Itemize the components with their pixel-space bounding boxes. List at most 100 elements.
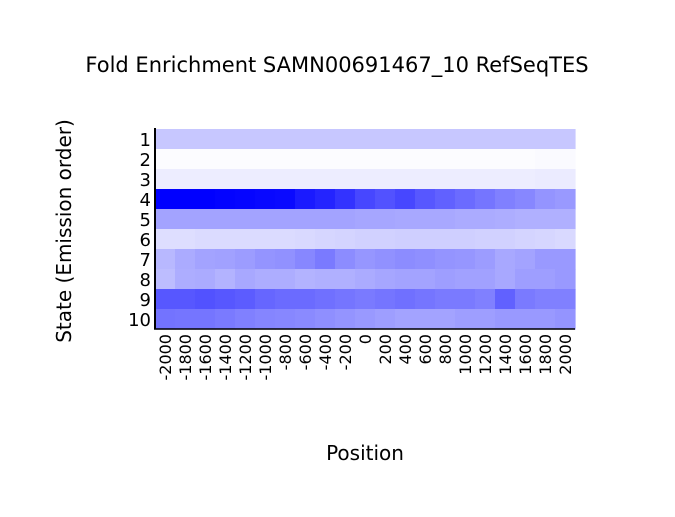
heatmap-cell-r7-c14 [415,249,436,270]
heatmap-cell-r6-c7 [275,229,296,250]
heatmap-cell-r1-c7 [275,129,296,150]
heatmap-cell-r2-c1 [155,149,176,170]
heatmap-cell-r2-c3 [195,149,216,170]
heatmap-cell-r7-c11 [355,249,376,270]
heatmap-cell-r3-c4 [215,169,236,190]
heatmap-cell-r5-c8 [295,209,316,230]
heatmap-cell-r5-c9 [315,209,336,230]
heatmap-cell-r1-c6 [255,129,276,150]
heatmap-cell-r8-c5 [235,269,256,290]
heatmap-cell-r2-c20 [535,149,556,170]
heatmap-cell-r6-c6 [255,229,276,250]
heatmap-cell-r4-c7 [275,189,296,210]
heatmap-cell-r4-c17 [475,189,496,210]
heatmap-cell-r9-c6 [255,289,276,310]
x-axis-ticks: -2000 -1800 -1600 -1400 -1200 -1000 -800 -600 -4… [156,334,575,381]
chart-title: Fold Enrichment SAMN00691467_10 RefSeqTE… [85,53,588,78]
x-tick-label: 800 [436,334,455,365]
heatmap-cell-r10-c4 [215,309,236,330]
heatmap-cell-r8-c19 [515,269,536,290]
heatmap-cell-r7-c13 [395,249,416,270]
heatmap-cell-r9-c15 [435,289,456,310]
heatmap-cell-r10-c18 [495,309,516,330]
heatmap-cell-r10-c19 [515,309,536,330]
heatmap-cell-r8-c9 [315,269,336,290]
heatmap-cell-r3-c1 [155,169,176,190]
heatmap-cell-r10-c14 [415,309,436,330]
heatmap-cells [155,129,576,330]
heatmap-cell-r7-c8 [295,249,316,270]
y-tick-label: 2 [140,150,151,171]
heatmap-cell-r6-c1 [155,229,176,250]
x-tick-label: -1000 [256,334,275,381]
x-tick-label: -200 [336,334,355,370]
heatmap-cell-r2-c6 [255,149,276,170]
heatmap-cell-r2-c2 [175,149,196,170]
heatmap-cell-r10-c20 [535,309,556,330]
heatmap-cell-r4-c10 [335,189,356,210]
heatmap-cell-r9-c5 [235,289,256,310]
heatmap-cell-r3-c21 [555,169,576,190]
heatmap-cell-r6-c14 [415,229,436,250]
heatmap-cell-r3-c3 [195,169,216,190]
x-tick-label: 1400 [496,334,515,375]
heatmap-cell-r4-c19 [515,189,536,210]
heatmap-cell-r1-c16 [455,129,476,150]
heatmap-cell-r2-c8 [295,149,316,170]
heatmap-cell-r1-c15 [435,129,456,150]
heatmap-cell-r8-c3 [195,269,216,290]
heatmap-cell-r8-c20 [535,269,556,290]
heatmap-cell-r7-c2 [175,249,196,270]
heatmap-cell-r1-c19 [515,129,536,150]
heatmap-cell-r9-c12 [375,289,396,310]
y-tick-label: 8 [140,270,151,291]
heatmap-cell-r5-c2 [175,209,196,230]
heatmap-cell-r8-c17 [475,269,496,290]
heatmap-cell-r6-c15 [435,229,456,250]
heatmap-cell-r8-c16 [455,269,476,290]
heatmap-cell-r3-c9 [315,169,336,190]
heatmap-cell-r10-c17 [475,309,496,330]
heatmap-cell-r1-c17 [475,129,496,150]
heatmap-cell-r2-c21 [555,149,576,170]
heatmap-cell-r6-c11 [355,229,376,250]
heatmap-cell-r9-c21 [555,289,576,310]
heatmap-cell-r6-c8 [295,229,316,250]
heatmap-cell-r4-c18 [495,189,516,210]
heatmap-cell-r3-c19 [515,169,536,190]
heatmap-cell-r5-c15 [435,209,456,230]
heatmap-cell-r7-c16 [455,249,476,270]
heatmap-cell-r4-c1 [155,189,176,210]
x-tick-label: 1000 [456,334,475,375]
heatmap-cell-r4-c15 [435,189,456,210]
heatmap-cell-r10-c9 [315,309,336,330]
heatmap-cell-r4-c20 [535,189,556,210]
heatmap-cell-r10-c7 [275,309,296,330]
heatmap-cell-r3-c18 [495,169,516,190]
heatmap-cell-r5-c21 [555,209,576,230]
heatmap-cell-r1-c20 [535,129,556,150]
heatmap-cell-r9-c14 [415,289,436,310]
heatmap-cell-r10-c3 [195,309,216,330]
heatmap-cell-r6-c4 [215,229,236,250]
heatmap-cell-r1-c1 [155,129,176,150]
heatmap-cell-r10-c6 [255,309,276,330]
heatmap-cell-r9-c9 [315,289,336,310]
heatmap-cell-r4-c16 [455,189,476,210]
heatmap-cell-r7-c5 [235,249,256,270]
heatmap-cell-r3-c6 [255,169,276,190]
heatmap-cell-r5-c12 [375,209,396,230]
heatmap-cell-r7-c15 [435,249,456,270]
x-tick-label: 600 [416,334,435,365]
heatmap-cell-r7-c12 [375,249,396,270]
heatmap-cell-r3-c20 [535,169,556,190]
heatmap-cell-r3-c10 [335,169,356,190]
heatmap-cell-r5-c3 [195,209,216,230]
x-tick-label: -800 [276,334,295,370]
x-axis-label: Position [326,441,404,465]
heatmap-cell-r2-c14 [415,149,436,170]
heatmap-cell-r1-c12 [375,129,396,150]
y-tick-label: 3 [140,170,151,191]
heatmap-cell-r4-c3 [195,189,216,210]
y-tick-label: 4 [140,190,151,211]
